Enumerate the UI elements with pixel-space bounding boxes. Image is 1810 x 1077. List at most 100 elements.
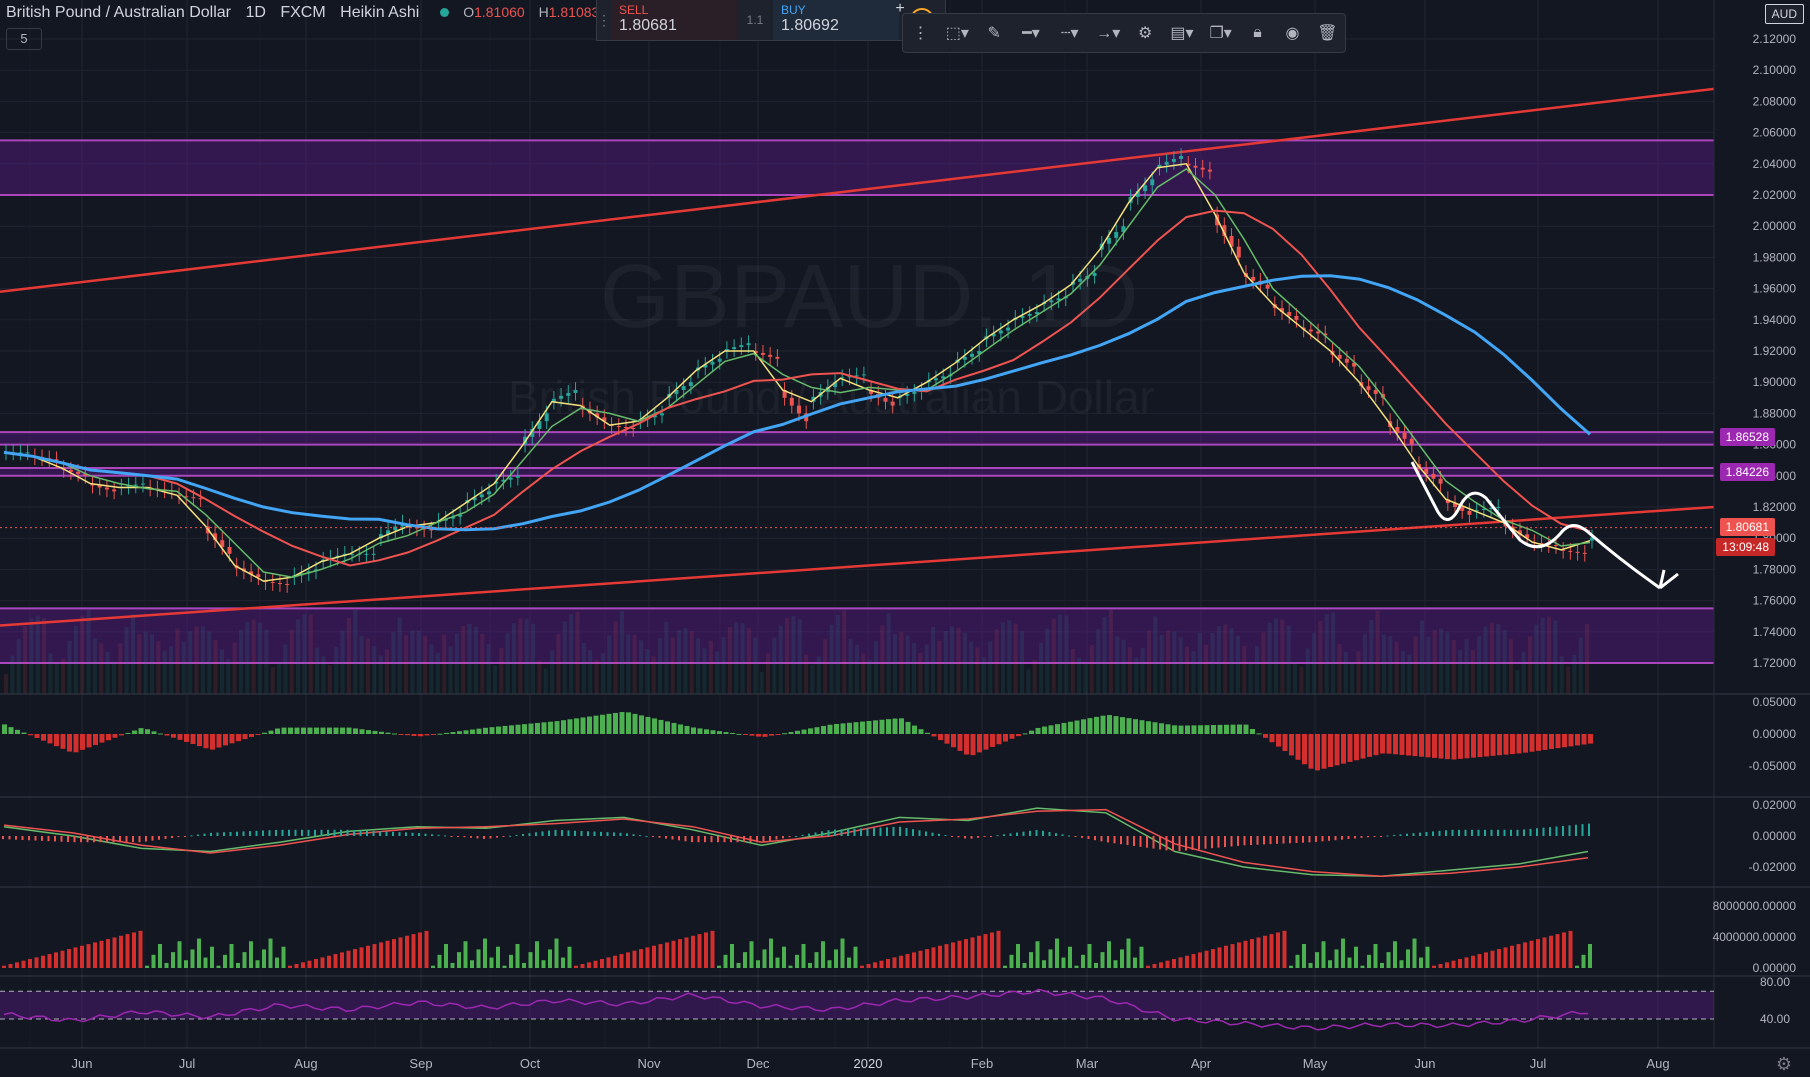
pen-icon[interactable]: ✎ — [987, 25, 1001, 42]
volume-bar — [1081, 954, 1085, 968]
oscillator-bar — [886, 719, 891, 734]
macd-histogram-bar — [1367, 836, 1369, 838]
trash-icon[interactable]: 🗑︎ — [1317, 25, 1338, 42]
symbol-title[interactable]: British Pound / Australian Dollar — [6, 4, 231, 21]
volume-bar — [1113, 960, 1118, 968]
drag-handle-icon[interactable]: ⋮ — [912, 25, 929, 42]
volume-bar — [1553, 620, 1558, 694]
candle-body — [890, 401, 895, 406]
macd-histogram-bar — [528, 833, 531, 836]
macd-histogram-bar — [1490, 829, 1493, 836]
macd-histogram-bar — [1035, 829, 1038, 836]
volume-bar — [372, 645, 377, 694]
candle-body — [746, 343, 751, 346]
macd-histogram-bar — [671, 836, 674, 840]
candle-body — [133, 484, 138, 486]
volume-bar — [398, 937, 403, 968]
volume-bar — [1286, 625, 1291, 694]
candle-body — [1481, 508, 1486, 510]
volume-bar — [1051, 618, 1056, 694]
macd-histogram-bar — [340, 829, 342, 836]
macd-histogram-bar — [1510, 829, 1512, 836]
volume-bar — [353, 949, 357, 968]
macd-histogram-bar — [645, 835, 648, 837]
chart-style-label[interactable]: Heikin Ashi — [340, 4, 420, 21]
volume-bar — [73, 947, 78, 968]
volume-bar — [778, 625, 783, 694]
volume-bar — [473, 626, 478, 694]
buy-button[interactable]: BUY 1.80692 — [773, 0, 899, 40]
candle-body — [1020, 315, 1025, 318]
volume-bar — [423, 635, 428, 694]
y-tick-label: 2.06000 — [1753, 126, 1797, 140]
volume-bar — [365, 638, 370, 694]
candle-body — [869, 390, 874, 394]
volume-bar — [93, 942, 97, 968]
market-status-icon — [439, 8, 449, 17]
volume-bar — [1295, 954, 1300, 968]
macd-histogram-bar — [580, 831, 583, 836]
sell-button[interactable]: SELL 1.80681 — [611, 0, 737, 40]
oscillator-bar — [593, 715, 599, 734]
candle-body — [1294, 315, 1299, 320]
drag-handle-icon[interactable]: ⋮ — [597, 12, 611, 28]
volume-bar — [569, 614, 574, 694]
macd-histogram-bar — [489, 836, 492, 839]
candle-body — [249, 571, 254, 575]
volume-bar — [457, 952, 461, 968]
interval-label[interactable]: 1D — [245, 4, 266, 21]
candle-body — [227, 546, 232, 554]
macd-histogram-bar — [255, 830, 258, 836]
candle-body — [602, 417, 607, 422]
volume-bar — [1074, 965, 1079, 968]
layers-icon[interactable]: ▤▾ — [1170, 25, 1194, 42]
oscillator-bar — [1354, 734, 1359, 761]
arrow-line-icon[interactable]: →▾ — [1096, 25, 1121, 42]
macd-histogram-bar — [1068, 835, 1070, 837]
template-icon[interactable]: ⬚▾ — [945, 25, 969, 42]
volume-bar — [665, 942, 669, 968]
volume-bar — [691, 935, 695, 968]
gear-icon[interactable]: ⚙ — [1137, 25, 1153, 42]
oscillator-bar — [613, 712, 618, 734]
dashed-line-icon[interactable]: ┄▾ — [1060, 25, 1079, 42]
macd-histogram-bar — [502, 836, 505, 837]
candle-body — [1236, 246, 1241, 258]
macd-histogram-bar — [1178, 836, 1181, 852]
macd-histogram-bar — [762, 836, 765, 842]
currency-label[interactable]: AUD — [1764, 4, 1804, 24]
oscillator-bar — [639, 715, 644, 734]
volume-bar — [550, 650, 555, 694]
volume-bar — [1484, 952, 1488, 968]
macd-histogram-bar — [879, 827, 882, 836]
macd-histogram-bar — [268, 830, 271, 836]
oscillator-bar — [801, 729, 807, 734]
volume-bar — [242, 952, 247, 968]
settings-gear-icon[interactable]: ⚙ — [1775, 1054, 1792, 1074]
macd-histogram-bar — [366, 830, 368, 836]
oscillator-bar — [1165, 724, 1171, 734]
macd-histogram-bar — [1477, 829, 1480, 836]
add-indicator-icon[interactable]: + — [895, 0, 905, 17]
macd-histogram-bar — [385, 831, 388, 836]
y-tick-label: 2.12000 — [1753, 32, 1797, 46]
eye-icon[interactable]: ◉ — [1285, 25, 1300, 42]
macd-histogram-bar — [1445, 830, 1447, 836]
copy-icon[interactable]: ❐▾ — [1209, 25, 1232, 42]
oscillator-bar — [171, 734, 176, 738]
oscillator-bar — [28, 734, 33, 736]
volume-bar — [1191, 954, 1196, 968]
volume-bar — [315, 647, 320, 694]
candle-body — [537, 421, 542, 429]
indicator-collapse-chip[interactable]: 5 — [6, 28, 42, 50]
candle-body — [1366, 386, 1371, 390]
oscillator-bar — [67, 734, 72, 752]
lock-icon[interactable]: 🔒︎ — [1253, 24, 1262, 41]
candle-body — [1207, 169, 1212, 172]
line-icon[interactable]: ━▾ — [1022, 25, 1040, 42]
candle-body — [407, 526, 412, 528]
candle-body — [220, 540, 225, 547]
oscillator-bar — [879, 719, 885, 734]
macd-histogram-bar — [574, 830, 576, 836]
